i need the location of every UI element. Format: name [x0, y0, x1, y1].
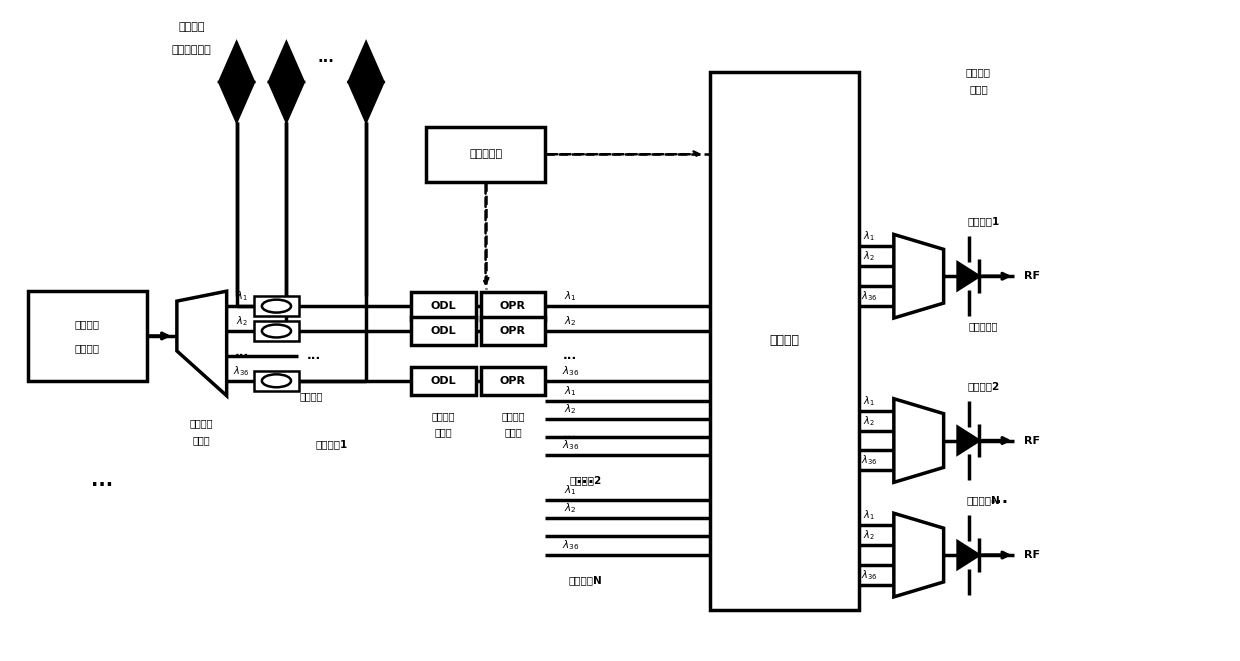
- Text: $\lambda_2$: $\lambda_2$: [564, 314, 577, 328]
- Bar: [410, 292, 476, 320]
- Ellipse shape: [262, 325, 291, 338]
- Text: ...: ...: [317, 50, 335, 65]
- Text: $\lambda_1$: $\lambda_1$: [564, 384, 577, 398]
- Bar: [709, 72, 859, 610]
- Text: ODL: ODL: [430, 326, 456, 336]
- Text: 物理子阵2: 物理子阵2: [569, 475, 601, 485]
- Text: $\lambda_{36}$: $\lambda_{36}$: [562, 439, 579, 452]
- Polygon shape: [219, 42, 254, 82]
- Text: $\lambda_{36}$: $\lambda_{36}$: [861, 290, 877, 303]
- Text: 可编程光: 可编程光: [432, 412, 455, 422]
- Polygon shape: [957, 541, 980, 569]
- Polygon shape: [957, 426, 980, 455]
- Text: 低噪声放大器: 低噪声放大器: [172, 45, 212, 55]
- Text: $\lambda_2$: $\lambda_2$: [863, 414, 874, 428]
- Text: $\lambda_1$: $\lambda_1$: [564, 483, 577, 497]
- Text: 多波长阵: 多波长阵: [74, 319, 99, 329]
- Bar: [27, 291, 148, 381]
- Text: 重构子阵1: 重构子阵1: [967, 216, 999, 227]
- Text: $\lambda_2$: $\lambda_2$: [863, 249, 874, 263]
- Text: ...: ...: [863, 558, 875, 568]
- Bar: [481, 367, 546, 395]
- Polygon shape: [269, 82, 304, 122]
- Text: $\lambda_1$: $\lambda_1$: [863, 508, 875, 522]
- Polygon shape: [348, 82, 383, 122]
- Text: $\lambda_1$: $\lambda_1$: [863, 229, 875, 243]
- Ellipse shape: [262, 299, 291, 313]
- Text: 可编程光: 可编程光: [501, 412, 525, 422]
- Text: 光调制器: 光调制器: [300, 391, 324, 401]
- Text: ...: ...: [563, 527, 578, 541]
- Text: 复用器: 复用器: [970, 84, 988, 94]
- Text: $\lambda_1$: $\lambda_1$: [863, 394, 875, 408]
- Polygon shape: [348, 42, 383, 82]
- Bar: [425, 127, 546, 182]
- Bar: [410, 367, 476, 395]
- Text: 重构子阵N: 重构子阵N: [967, 495, 1001, 505]
- Ellipse shape: [262, 374, 291, 387]
- Text: ...: ...: [863, 279, 875, 290]
- Text: 光电探测器: 光电探测器: [968, 321, 998, 331]
- Text: 物理子阵N: 物理子阵N: [568, 575, 603, 585]
- Polygon shape: [957, 262, 980, 290]
- Text: OPR: OPR: [500, 301, 526, 311]
- Text: 波控计算机: 波控计算机: [469, 149, 502, 159]
- Text: 延迟线: 延迟线: [434, 428, 453, 438]
- Polygon shape: [894, 235, 944, 318]
- Text: RF: RF: [1024, 271, 1040, 281]
- Text: $\lambda_2$: $\lambda_2$: [236, 314, 248, 328]
- Text: 第二波分: 第二波分: [966, 67, 991, 77]
- Bar: [254, 296, 299, 316]
- Text: 列激光器: 列激光器: [74, 343, 99, 353]
- Bar: [254, 371, 299, 391]
- Text: ...: ...: [563, 350, 578, 362]
- Bar: [254, 321, 299, 341]
- Text: 第一波分: 第一波分: [190, 418, 213, 428]
- Text: ODL: ODL: [430, 376, 456, 386]
- Text: ...: ...: [234, 346, 249, 360]
- Polygon shape: [177, 291, 227, 396]
- Text: OPR: OPR: [500, 326, 526, 336]
- Text: RF: RF: [1024, 550, 1040, 560]
- Polygon shape: [894, 513, 944, 597]
- Text: 衰减器: 衰减器: [505, 428, 522, 438]
- Text: $\lambda_2$: $\lambda_2$: [564, 501, 577, 515]
- Text: $\lambda_{36}$: $\lambda_{36}$: [861, 453, 877, 467]
- Bar: [410, 317, 476, 345]
- Text: ...: ...: [91, 471, 113, 490]
- Polygon shape: [219, 82, 254, 122]
- Text: $\lambda_{36}$: $\lambda_{36}$: [233, 364, 249, 377]
- Bar: [481, 292, 546, 320]
- Text: ODL: ODL: [430, 301, 456, 311]
- Text: 光交换机: 光交换机: [769, 334, 800, 348]
- Text: $\lambda_2$: $\lambda_2$: [564, 402, 577, 416]
- Text: $\lambda_{36}$: $\lambda_{36}$: [562, 364, 579, 377]
- Text: 重构子阵2: 重构子阵2: [967, 381, 999, 391]
- Text: OPR: OPR: [500, 376, 526, 386]
- Text: RF: RF: [1024, 436, 1040, 446]
- Polygon shape: [894, 399, 944, 483]
- Text: $\lambda_{36}$: $\lambda_{36}$: [861, 568, 877, 582]
- Text: 物理子阵1: 物理子阵1: [315, 440, 347, 449]
- Text: $\lambda_2$: $\lambda_2$: [863, 528, 874, 542]
- Text: $\lambda_{36}$: $\lambda_{36}$: [562, 538, 579, 552]
- Text: ...: ...: [306, 350, 321, 362]
- Text: 天线阵列: 天线阵列: [179, 22, 205, 32]
- Polygon shape: [269, 42, 304, 82]
- Text: ...: ...: [863, 444, 875, 453]
- Text: $\lambda_1$: $\lambda_1$: [236, 290, 248, 303]
- Text: ...: ...: [575, 469, 595, 487]
- Text: $\lambda_1$: $\lambda_1$: [564, 290, 577, 303]
- Text: ...: ...: [563, 428, 578, 441]
- Bar: [481, 317, 546, 345]
- Text: 复用器: 复用器: [193, 436, 211, 446]
- Text: ...: ...: [988, 488, 1008, 507]
